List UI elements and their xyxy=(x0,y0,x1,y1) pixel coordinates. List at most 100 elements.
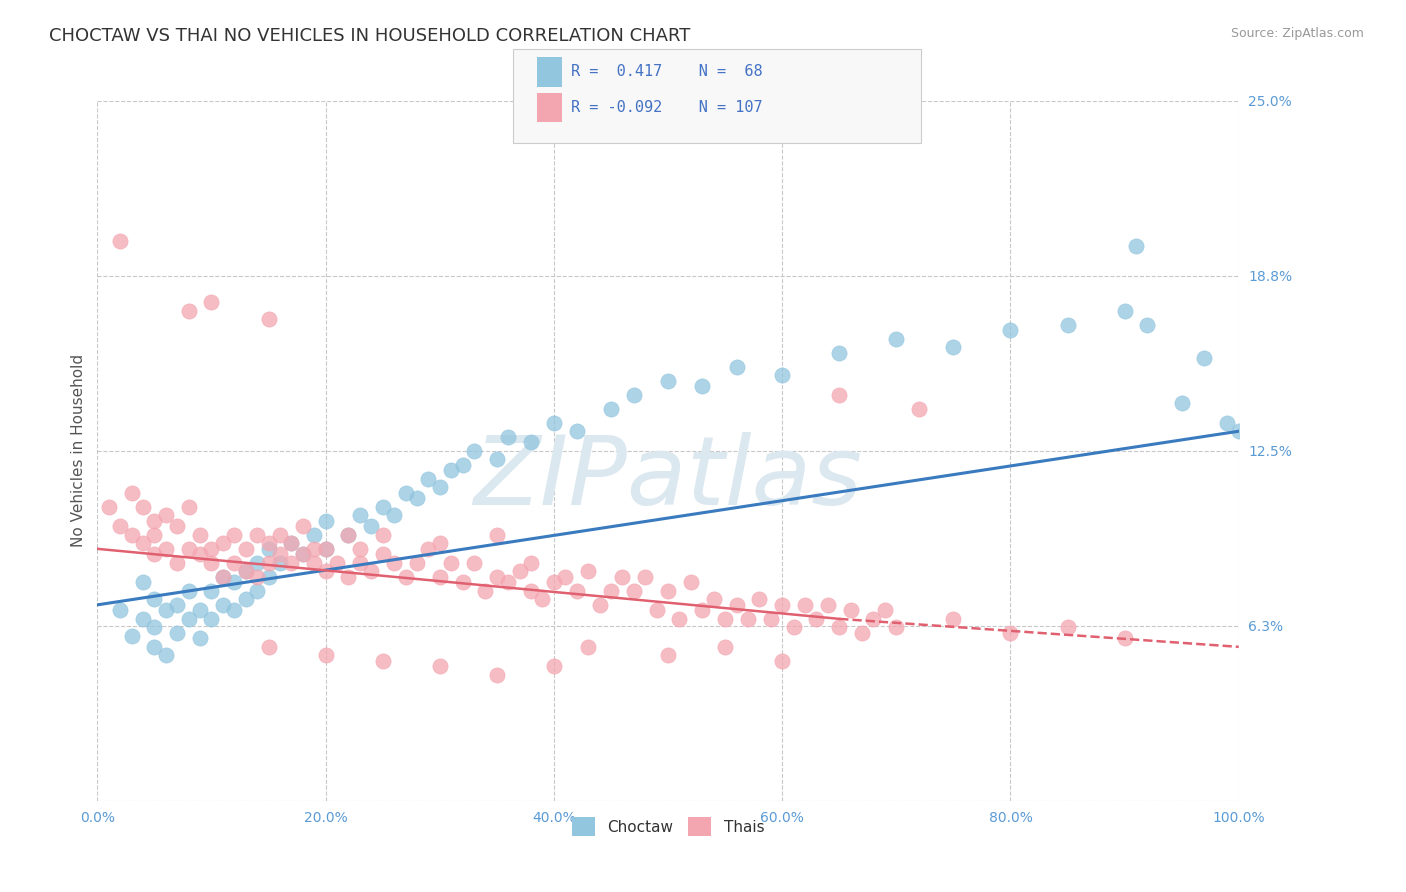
Point xyxy=(908,401,931,416)
Point xyxy=(690,379,713,393)
Point xyxy=(496,430,519,444)
Point xyxy=(451,458,474,472)
Point xyxy=(509,564,531,578)
Point xyxy=(269,556,291,570)
Point xyxy=(291,548,314,562)
Point xyxy=(657,648,679,663)
Point xyxy=(429,570,451,584)
Point xyxy=(177,583,200,598)
Point xyxy=(360,519,382,533)
Point xyxy=(770,368,793,383)
Point xyxy=(612,570,634,584)
Point xyxy=(188,632,211,646)
Point xyxy=(485,452,508,467)
Point xyxy=(235,592,257,607)
Text: R =  0.417    N =  68: R = 0.417 N = 68 xyxy=(571,64,762,79)
Point xyxy=(224,575,246,590)
Text: CHOCTAW VS THAI NO VEHICLES IN HOUSEHOLD CORRELATION CHART: CHOCTAW VS THAI NO VEHICLES IN HOUSEHOLD… xyxy=(49,27,690,45)
Legend: Choctaw, Thais: Choctaw, Thais xyxy=(565,812,770,842)
Point xyxy=(474,583,496,598)
Point xyxy=(714,640,737,654)
Point xyxy=(143,640,166,654)
Point xyxy=(188,603,211,617)
Point xyxy=(679,575,702,590)
Point xyxy=(315,564,337,578)
Point xyxy=(246,528,269,542)
Point xyxy=(200,295,222,310)
Point xyxy=(166,519,188,533)
Point xyxy=(143,620,166,634)
Point xyxy=(177,612,200,626)
Point xyxy=(108,234,131,248)
Point xyxy=(349,508,371,523)
Point xyxy=(794,598,817,612)
Point xyxy=(463,556,485,570)
Point xyxy=(725,598,748,612)
Point xyxy=(1216,416,1239,430)
Point xyxy=(224,603,246,617)
Point xyxy=(302,556,325,570)
Point xyxy=(200,612,222,626)
Point xyxy=(166,625,188,640)
Point xyxy=(257,570,280,584)
Point xyxy=(235,564,257,578)
Point xyxy=(496,575,519,590)
Point xyxy=(520,435,543,450)
Point xyxy=(394,570,416,584)
Point xyxy=(257,536,280,550)
Point xyxy=(302,528,325,542)
Point xyxy=(1227,424,1250,438)
Point xyxy=(543,575,565,590)
Point xyxy=(371,528,394,542)
Point xyxy=(155,648,177,663)
Point xyxy=(406,556,429,570)
Point xyxy=(121,486,143,500)
Point xyxy=(884,620,907,634)
Point xyxy=(302,541,325,556)
Point xyxy=(703,592,725,607)
Point xyxy=(600,401,623,416)
Point xyxy=(108,603,131,617)
Point xyxy=(429,536,451,550)
Point xyxy=(543,416,565,430)
Point xyxy=(143,592,166,607)
Point xyxy=(97,500,120,514)
Point xyxy=(337,528,360,542)
Point xyxy=(382,556,405,570)
Point xyxy=(280,536,302,550)
Point xyxy=(143,514,166,528)
Point xyxy=(212,536,235,550)
Point xyxy=(576,564,599,578)
Point xyxy=(873,603,896,617)
Point xyxy=(737,612,759,626)
Point xyxy=(212,570,235,584)
Point xyxy=(714,612,737,626)
Point xyxy=(132,536,155,550)
Point xyxy=(429,659,451,673)
Point xyxy=(839,603,862,617)
Point xyxy=(1194,351,1216,366)
Point xyxy=(657,583,679,598)
Point xyxy=(371,500,394,514)
Point xyxy=(155,508,177,523)
Point xyxy=(315,541,337,556)
Point xyxy=(337,570,360,584)
Point xyxy=(759,612,782,626)
Point xyxy=(668,612,690,626)
Point xyxy=(280,536,302,550)
Point xyxy=(942,340,965,354)
Point xyxy=(360,564,382,578)
Point xyxy=(748,592,770,607)
Point xyxy=(828,388,851,402)
Point xyxy=(440,463,463,477)
Point xyxy=(782,620,804,634)
Point xyxy=(520,556,543,570)
Point xyxy=(269,528,291,542)
Point xyxy=(1056,620,1078,634)
Point xyxy=(1125,239,1147,253)
Point xyxy=(108,519,131,533)
Point xyxy=(246,556,269,570)
Point xyxy=(623,388,645,402)
Point xyxy=(657,374,679,388)
Point xyxy=(188,548,211,562)
